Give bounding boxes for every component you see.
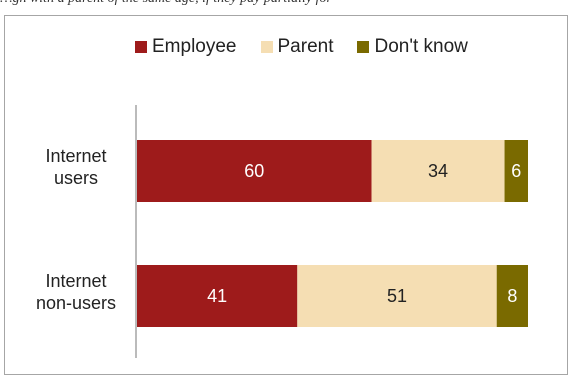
legend-swatch — [357, 41, 370, 53]
bar-segment-parent — [371, 140, 505, 202]
bar-value-label: 41 — [207, 286, 227, 306]
legend-swatch — [135, 41, 147, 53]
legend-label: Employee — [152, 36, 237, 57]
legend-item-parent: Parent — [260, 36, 334, 58]
bar-segment-don-t-know — [504, 140, 528, 202]
bar-value-label: 60 — [244, 161, 264, 181]
legend-swatch — [260, 41, 273, 53]
legend-item-don-t-know: Don't know — [357, 36, 468, 58]
bar-segment-employee — [137, 265, 298, 327]
bar-segment-don-t-know — [496, 265, 528, 327]
bar-value-label: 51 — [387, 286, 407, 306]
chart-legend: Employee Parent Don't know — [135, 36, 574, 58]
bar-segment-employee — [137, 140, 372, 202]
legend-label: Don't know — [374, 36, 468, 57]
bar-value-label: 6 — [511, 161, 521, 181]
bar-segment-parent — [297, 265, 497, 327]
bar-value-label: 34 — [428, 161, 448, 181]
figure-caption-fragment: …gn with a parent of the same age, if th… — [0, 0, 574, 9]
legend-item-employee: Employee — [135, 36, 237, 58]
bar-value-label: 8 — [507, 286, 517, 306]
category-label: Internet non-users — [36, 271, 116, 313]
legend-label: Parent — [277, 36, 334, 57]
category-label: Internet users — [45, 146, 106, 188]
